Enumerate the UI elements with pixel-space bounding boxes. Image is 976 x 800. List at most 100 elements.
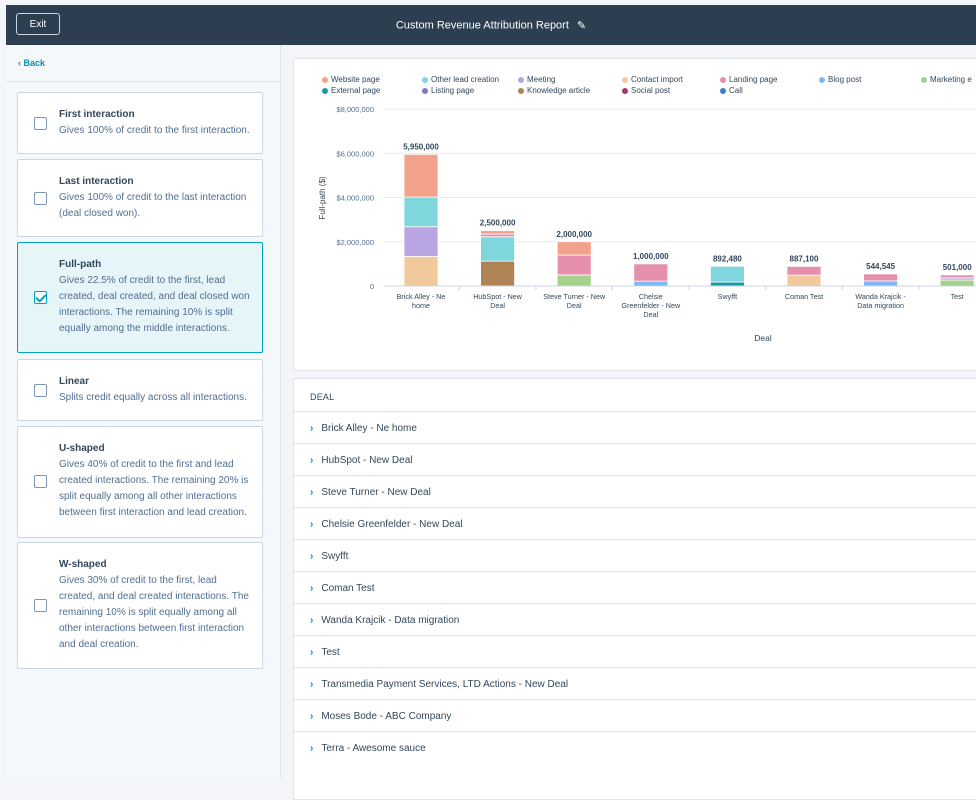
x-tick-label: Test <box>951 292 964 301</box>
bar-segment <box>939 274 975 279</box>
legend-item[interactable]: Blog post <box>819 75 861 84</box>
x-tick-label: HubSpot - New <box>473 292 523 301</box>
table-row[interactable]: › Moses Bode - ABC Company <box>294 699 976 732</box>
model-option-first-interaction[interactable]: First interaction Gives 100% of credit t… <box>17 92 263 154</box>
legend-label: Meeting <box>527 75 556 84</box>
model-description: Splits credit equally across all interac… <box>59 392 247 403</box>
bar-segment <box>633 263 669 282</box>
back-link[interactable]: ‹ Back <box>18 58 46 68</box>
model-checkbox[interactable] <box>34 475 47 488</box>
chevron-right-icon[interactable]: › <box>310 486 314 498</box>
chevron-right-icon[interactable]: › <box>310 678 314 690</box>
x-tick-label: Greenfelder - New <box>621 301 681 310</box>
bar-segment <box>403 255 439 287</box>
legend-item[interactable]: Social post <box>622 86 670 95</box>
report-title[interactable]: Custom Revenue Attribution Report ✎ <box>6 19 976 32</box>
model-description: Gives 40% of credit to the first and lea… <box>59 459 249 518</box>
deal-name: Steve Turner - New Deal <box>321 486 431 498</box>
model-option-last-interaction[interactable]: Last interaction Gives 100% of credit to… <box>17 159 263 237</box>
deal-name: Wanda Krajcik - Data migration <box>321 614 460 626</box>
attribution-model-sidebar: ‹ Back First interaction Gives 100% of c… <box>6 45 281 778</box>
legend-item[interactable]: Marketing e <box>921 75 972 84</box>
pencil-icon[interactable]: ✎ <box>576 19 587 32</box>
legend-label: Landing page <box>729 75 778 84</box>
legend-label: Knowledge article <box>527 86 591 95</box>
bar-segment <box>403 226 439 257</box>
table-row[interactable]: › Swyfft <box>294 539 976 572</box>
model-name: U-shaped <box>59 443 105 454</box>
table-row[interactable]: › Coman Test <box>294 571 976 604</box>
legend-dot-icon <box>322 87 328 94</box>
table-row[interactable]: › Brick Alley - Ne home <box>294 411 976 444</box>
bar-segment <box>939 279 975 287</box>
model-checkbox[interactable] <box>34 117 47 130</box>
bar-segment <box>403 153 439 198</box>
bar-total-label: 887,100 <box>790 254 819 263</box>
bar-segment <box>709 265 745 283</box>
legend-dot-icon <box>819 76 825 83</box>
table-row[interactable]: › Wanda Krajcik - Data migration <box>294 603 976 636</box>
legend-item[interactable]: Meeting <box>518 75 555 84</box>
bar-segment <box>786 265 822 276</box>
model-option-u-shaped[interactable]: U-shaped Gives 40% of credit to the firs… <box>17 426 263 538</box>
deal-name: Test <box>321 646 340 658</box>
chevron-right-icon[interactable]: › <box>310 646 314 658</box>
model-option-linear[interactable]: Linear Splits credit equally across all … <box>17 359 263 421</box>
legend-item[interactable]: Listing page <box>422 86 474 95</box>
x-tick-label: Brick Alley - Ne <box>397 292 446 301</box>
chevron-right-icon[interactable]: › <box>310 614 314 626</box>
deal-name: Brick Alley - Ne home <box>321 422 417 434</box>
table-row[interactable]: › Test <box>294 635 976 668</box>
deal-name: HubSpot - New Deal <box>321 454 413 466</box>
chevron-right-icon[interactable]: › <box>310 742 314 754</box>
legend-label: Other lead creation <box>431 75 500 84</box>
chevron-right-icon[interactable]: › <box>310 710 314 722</box>
model-name: Linear <box>59 376 90 387</box>
deal-name: Swyfft <box>321 550 349 562</box>
table-row[interactable]: › Steve Turner - New Deal <box>294 475 976 508</box>
legend-item[interactable]: Other lead creation <box>422 75 499 84</box>
chevron-right-icon[interactable]: › <box>310 422 314 434</box>
table-row[interactable]: › HubSpot - New Deal <box>294 443 976 476</box>
bar-total-label: 544,545 <box>866 262 895 271</box>
model-checkbox-checked[interactable] <box>34 291 47 304</box>
chevron-right-icon[interactable]: › <box>310 518 314 530</box>
x-tick-label: Deal <box>490 301 505 310</box>
legend-dot-icon <box>322 76 328 83</box>
legend-item[interactable]: Landing page <box>720 75 778 84</box>
model-name: First interaction <box>59 109 135 120</box>
x-tick-label: Steve Turner - New <box>543 292 606 301</box>
bar-segment <box>786 274 822 287</box>
x-tick-label: Deal <box>643 310 658 319</box>
x-tick-label: home <box>412 301 430 310</box>
bar-segment <box>556 254 592 276</box>
deal-name: Transmedia Payment Services, LTD Actions… <box>321 678 569 690</box>
table-row[interactable]: › Chelsie Greenfelder - New Deal <box>294 507 976 540</box>
legend-dot-icon <box>622 76 628 83</box>
exit-button[interactable]: Exit <box>16 13 60 35</box>
bar-segment <box>863 273 898 282</box>
y-tick-label: $2,000,000 <box>336 238 374 247</box>
model-checkbox[interactable] <box>34 192 47 205</box>
model-checkbox[interactable] <box>34 599 47 612</box>
x-tick-label: Deal <box>567 301 582 310</box>
legend-item[interactable]: Contact import <box>622 75 683 84</box>
bar-segment <box>633 280 669 287</box>
legend-item[interactable]: Website page <box>322 75 380 84</box>
table-row[interactable]: › Transmedia Payment Services, LTD Action… <box>294 667 976 700</box>
legend-item[interactable]: External page <box>322 86 380 95</box>
model-option-full-path[interactable]: Full-path Gives 22.5% of credit to the f… <box>17 242 263 353</box>
chevron-right-icon[interactable]: › <box>310 454 314 466</box>
model-checkbox[interactable] <box>34 384 47 397</box>
legend-label: Social post <box>631 86 671 95</box>
model-option-w-shaped[interactable]: W-shaped Gives 30% of credit to the firs… <box>17 542 263 669</box>
table-row[interactable]: › Terra - Awesome sauce <box>294 731 976 764</box>
checkmark-icon <box>35 291 47 303</box>
bar-segment <box>556 241 592 256</box>
legend-item[interactable]: Call <box>720 86 743 95</box>
bar-segment <box>480 260 516 287</box>
chevron-right-icon[interactable]: › <box>310 550 314 562</box>
bar-total-label: 892,480 <box>713 254 742 263</box>
chevron-right-icon[interactable]: › <box>310 582 314 594</box>
legend-item[interactable]: Knowledge article <box>518 86 590 95</box>
